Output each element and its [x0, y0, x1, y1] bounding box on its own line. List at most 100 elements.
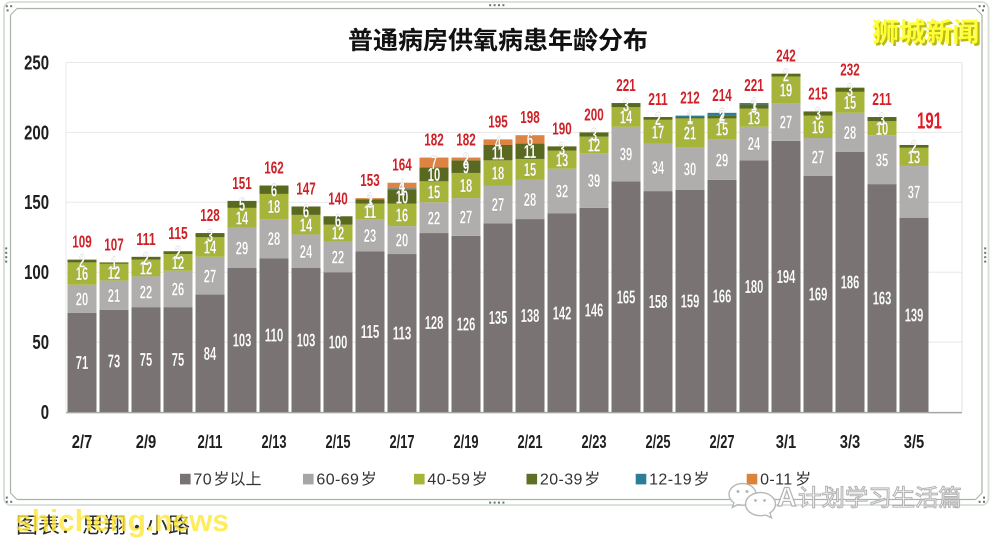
svg-text:15: 15: [524, 159, 536, 180]
svg-text:109: 109: [72, 232, 92, 252]
svg-text:10: 10: [428, 164, 440, 185]
svg-text:32: 32: [556, 181, 568, 202]
svg-text:2/17: 2/17: [390, 432, 415, 452]
svg-text:2/7: 2/7: [72, 432, 93, 452]
svg-text:22: 22: [140, 281, 152, 302]
svg-text:28: 28: [844, 122, 856, 143]
svg-text:242: 242: [776, 46, 796, 66]
svg-text:1: 1: [687, 106, 693, 127]
svg-text:1: 1: [111, 253, 117, 274]
svg-text:22: 22: [332, 246, 344, 267]
svg-text:2: 2: [783, 65, 789, 86]
svg-text:37: 37: [908, 181, 920, 202]
svg-text:232: 232: [840, 60, 860, 80]
svg-text:166: 166: [713, 286, 732, 307]
svg-text:6: 6: [335, 210, 341, 231]
svg-text:3/1: 3/1: [776, 432, 797, 452]
svg-text:3: 3: [879, 109, 885, 130]
svg-text:71: 71: [76, 352, 88, 373]
svg-text:4: 4: [495, 132, 502, 153]
svg-text:200: 200: [584, 104, 604, 124]
svg-text:2/25: 2/25: [646, 432, 671, 452]
svg-text:190: 190: [552, 118, 572, 138]
svg-text:23: 23: [364, 225, 376, 246]
svg-text:2: 2: [143, 248, 149, 269]
svg-text:138: 138: [521, 305, 540, 326]
svg-text:26: 26: [172, 279, 184, 300]
svg-text:103: 103: [297, 330, 316, 351]
svg-text:195: 195: [488, 111, 508, 131]
svg-text:A: A: [777, 482, 797, 512]
svg-text:13: 13: [908, 147, 920, 168]
svg-text:14: 14: [236, 207, 249, 228]
svg-text:3: 3: [847, 79, 853, 100]
svg-text:139: 139: [905, 304, 924, 325]
svg-text:29: 29: [716, 149, 728, 170]
svg-text:158: 158: [649, 291, 668, 312]
svg-text:2/21: 2/21: [518, 432, 543, 452]
svg-text:182: 182: [456, 130, 476, 150]
svg-text:2/23: 2/23: [582, 432, 607, 452]
svg-text:221: 221: [616, 75, 636, 95]
svg-text:4: 4: [399, 175, 406, 196]
svg-text:115: 115: [168, 223, 188, 243]
svg-text:75: 75: [140, 349, 152, 370]
svg-text:3: 3: [591, 124, 597, 145]
svg-text:19: 19: [780, 79, 792, 100]
svg-text:10: 10: [396, 186, 408, 207]
svg-text:18: 18: [492, 163, 504, 184]
svg-text:2: 2: [175, 242, 181, 263]
svg-text:11: 11: [524, 141, 536, 162]
svg-text:24: 24: [748, 133, 761, 154]
svg-text:151: 151: [232, 173, 252, 193]
svg-text:shicheng.news: shicheng.news: [15, 503, 229, 538]
svg-text:3: 3: [751, 96, 757, 117]
svg-text:110: 110: [265, 325, 284, 346]
svg-text:3: 3: [815, 103, 821, 124]
svg-text:39: 39: [588, 170, 600, 191]
svg-text:211: 211: [648, 89, 668, 109]
svg-text:100: 100: [329, 332, 348, 353]
svg-text:11: 11: [492, 142, 504, 163]
svg-text:221: 221: [744, 75, 764, 95]
svg-text:0-11: 0-11: [760, 472, 792, 489]
svg-text:194: 194: [777, 266, 796, 287]
svg-text:22: 22: [428, 207, 440, 228]
svg-text:14: 14: [620, 107, 633, 128]
svg-text:214: 214: [712, 85, 732, 105]
svg-text:27: 27: [812, 147, 824, 168]
svg-text:2/27: 2/27: [710, 432, 735, 452]
svg-text:2/19: 2/19: [454, 432, 479, 452]
svg-text:162: 162: [264, 158, 284, 178]
svg-text:2: 2: [911, 136, 917, 157]
svg-text:6: 6: [271, 179, 277, 200]
svg-text:13: 13: [556, 149, 568, 170]
svg-text:146: 146: [585, 300, 604, 321]
svg-text:17: 17: [652, 121, 664, 142]
svg-text:73: 73: [108, 351, 120, 372]
svg-text:6: 6: [527, 129, 533, 150]
svg-text:12: 12: [588, 135, 600, 156]
svg-text:140: 140: [328, 188, 348, 208]
svg-text:215: 215: [808, 83, 828, 103]
svg-text:1: 1: [399, 179, 405, 200]
svg-text:2: 2: [463, 149, 469, 170]
svg-text:128: 128: [425, 312, 444, 333]
svg-text:153: 153: [360, 170, 380, 190]
svg-text:39: 39: [620, 144, 632, 165]
svg-text:30: 30: [684, 158, 696, 179]
svg-text:159: 159: [681, 291, 700, 312]
svg-text:2: 2: [719, 107, 725, 128]
svg-text:1: 1: [687, 107, 693, 128]
svg-text:0: 0: [41, 402, 49, 424]
svg-text:100: 100: [24, 262, 49, 284]
svg-text:126: 126: [457, 314, 476, 335]
svg-text:27: 27: [204, 265, 216, 286]
svg-text:15: 15: [428, 181, 440, 202]
svg-text:21: 21: [684, 123, 696, 144]
svg-text:27: 27: [460, 207, 472, 228]
svg-text:16: 16: [812, 116, 824, 137]
svg-text:13: 13: [748, 107, 760, 128]
svg-text:147: 147: [296, 179, 315, 199]
svg-text:182: 182: [424, 130, 444, 150]
